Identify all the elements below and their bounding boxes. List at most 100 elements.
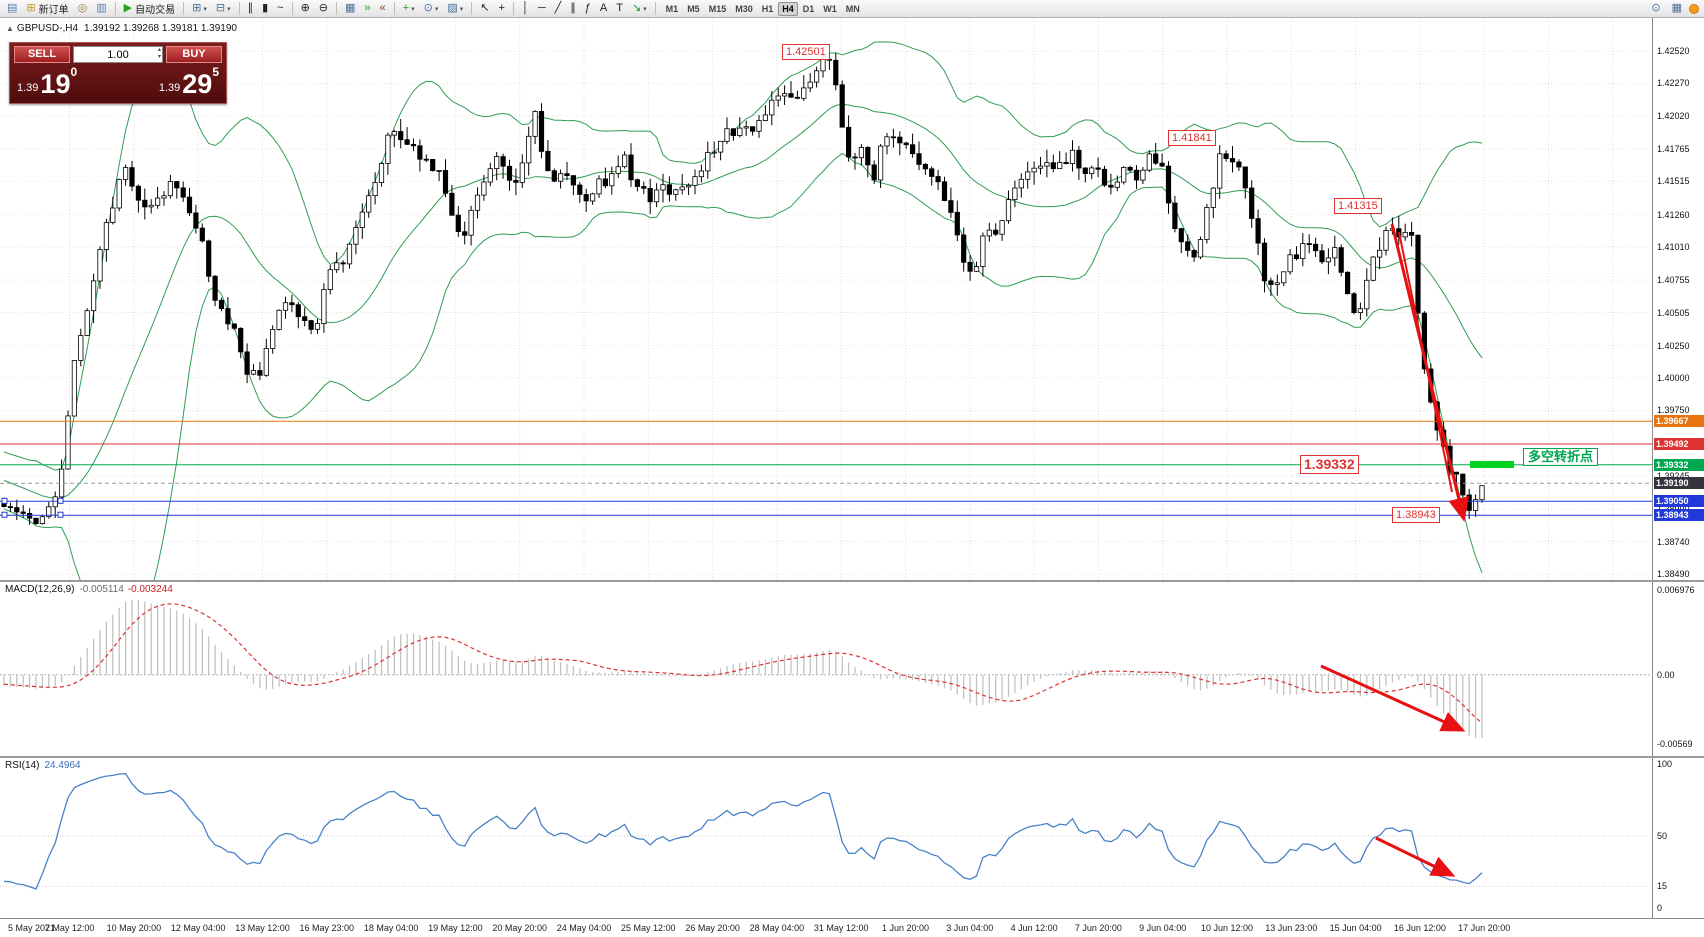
zoom-in-icon-glyph: ⊕ — [300, 2, 310, 14]
autotrading-button-glyph: ▶ — [123, 2, 133, 14]
macd-name: MACD(12,26,9) — [5, 584, 75, 595]
timeframe-H4[interactable]: H4 — [778, 1, 798, 16]
timeframe-MN[interactable]: MN — [845, 3, 860, 14]
cursor-icon[interactable]: ↖ — [476, 1, 493, 17]
zoom-in-icon[interactable]: ⊕ — [297, 1, 314, 17]
timeframe-M5[interactable]: M5 — [687, 3, 700, 14]
indicators-icon[interactable]: + ▾ — [399, 1, 419, 17]
symbol-header: ▲ GBPUSD-,H4 1.39192 1.39268 1.39181 1.391… — [6, 23, 237, 34]
downtrend-arrow — [1390, 223, 1469, 522]
time-label: 25 May 12:00 — [621, 923, 676, 933]
rsi-level-lines — [0, 835, 1652, 887]
price-tag-1.39190: 1.39190 — [1654, 477, 1704, 490]
crosshair-icon[interactable]: + — [495, 1, 509, 17]
charts-cascade-icon-glyph: ▥ — [96, 2, 107, 14]
dropdown-caret-icon: ▾ — [227, 5, 231, 13]
chart-grid — [0, 18, 1652, 580]
templates-icon[interactable]: ▨ ▾ — [443, 1, 467, 17]
spinner-up-icon[interactable]: ▴ — [157, 47, 161, 53]
text-label-icon[interactable]: T — [612, 1, 627, 17]
time-label: 28 May 04:00 — [749, 923, 805, 933]
text-tool-icon-glyph: A — [599, 2, 608, 14]
panel-splitter[interactable] — [0, 580, 1704, 582]
periods-icon-glyph: ⊙ — [423, 2, 433, 14]
price-label-peak[interactable]: 1.42501 — [782, 44, 830, 60]
bar-chart-icon-glyph: ∥ — [247, 2, 254, 14]
new-chart-icon-glyph: ⊞ — [192, 2, 202, 14]
timeframe-H1[interactable]: H1 — [761, 3, 774, 14]
candlestick-chart-icon-glyph: ▮ — [262, 2, 269, 14]
support-zone-bar[interactable] — [1470, 461, 1514, 468]
turning-point-label[interactable]: 多空转折点 — [1523, 448, 1599, 466]
trendline-icon-glyph: ╱ — [554, 2, 562, 14]
time-axis[interactable]: 5 May 2021 7 May 12:00 10 May 20:00 12 May … — [0, 918, 1704, 937]
auto-scroll-icon[interactable]: » — [360, 1, 374, 17]
timeframe-M15[interactable]: M15 — [708, 3, 727, 14]
time-label: 16 May 23:00 — [299, 923, 355, 933]
sell-price-sup: 0 — [70, 65, 78, 79]
chart-shift-icon[interactable]: « — [376, 1, 390, 17]
spinner-down-icon[interactable]: ▾ — [157, 54, 161, 60]
macd-panel[interactable]: MACD(12,26,9) -0.005114 -0.003244 0.006976… — [0, 582, 1704, 756]
bollinger-upper-line — [3, 41, 1483, 471]
rsi-trend-arrow[interactable] — [1375, 836, 1456, 877]
timeframe-W1[interactable]: W1 — [823, 3, 837, 14]
zoom-tool-icon[interactable]: ⊙ — [1647, 1, 1664, 17]
charts-cascade-icon[interactable]: ▥ — [92, 1, 110, 17]
dropdown-caret-icon: ▾ — [411, 5, 415, 13]
panel-splitter[interactable] — [0, 756, 1704, 758]
new-order-button[interactable]: ⊞ 新订单 — [22, 1, 72, 17]
volume-spinner[interactable]: ▴ ▾ — [158, 47, 161, 61]
collapse-chart-icon[interactable]: ▲ — [6, 24, 14, 33]
text-tool-icon[interactable]: A — [596, 1, 611, 17]
timeframe-D1[interactable]: D1 — [802, 3, 815, 14]
buy-button[interactable]: BUY — [166, 46, 222, 63]
new-chart-icon[interactable]: ⊞ ▾ — [188, 1, 211, 17]
indicators-icon-glyph: + — [402, 2, 410, 14]
volume-input[interactable]: 1.00 ▴ ▾ — [73, 46, 163, 63]
price-label-swing3[interactable]: 1.41315 — [1334, 198, 1382, 214]
sell-button[interactable]: SELL — [14, 46, 70, 63]
vertical-line-icon[interactable]: │ — [518, 1, 533, 17]
time-label: 13 Jun 23:00 — [1265, 923, 1318, 933]
chart-shift-icon-glyph: « — [379, 2, 386, 14]
fibonacci-icon[interactable]: ƒ — [581, 1, 595, 17]
horizontal-line-icon[interactable]: ─ — [534, 1, 550, 17]
price-tick: 1.40000 — [1657, 373, 1690, 384]
rsi-line — [3, 772, 1483, 890]
timeframe-M30[interactable]: M30 — [735, 3, 753, 14]
tile-windows-icon[interactable]: ▦ — [341, 1, 359, 17]
notification-badge[interactable] — [1689, 3, 1699, 14]
low-price-label[interactable]: 1.38943 — [1392, 507, 1440, 523]
time-label: 24 May 04:00 — [556, 923, 612, 933]
bar-chart-icon[interactable]: ∥ — [244, 1, 258, 17]
time-label: 3 Jun 04:00 — [946, 923, 994, 933]
compass-icon[interactable]: ◎ — [74, 1, 92, 17]
window-layout-icon[interactable]: ▦ — [1668, 1, 1686, 17]
chart-window-icon[interactable]: ▤ — [3, 1, 21, 17]
price-tick: 1.41260 — [1657, 209, 1690, 220]
level-lines[interactable] — [0, 420, 1652, 518]
profiles-icon[interactable]: ⊟ ▾ — [212, 1, 235, 17]
arrows-tool-icon[interactable]: ↘ ▾ — [628, 1, 651, 17]
price-tick: 1.42020 — [1657, 110, 1690, 121]
autotrading-button[interactable]: ▶ 自动交易 — [120, 1, 179, 17]
candlestick-chart-icon[interactable]: ▮ — [258, 1, 272, 17]
vertical-line-icon-glyph: │ — [521, 2, 529, 14]
time-label: 12 May 04:00 — [170, 923, 226, 933]
trend-arrows[interactable] — [1390, 223, 1469, 522]
rsi-panel[interactable]: RSI(14) 24.4964 100 50 15 0 — [0, 758, 1704, 918]
periods-icon[interactable]: ⊙ ▾ — [420, 1, 443, 17]
line-chart-icon[interactable]: ~ — [273, 1, 287, 17]
equidistant-channel-icon[interactable]: ∥ — [566, 1, 580, 17]
timeframe-M1[interactable]: M1 — [665, 3, 679, 14]
trendline-icon[interactable]: ╱ — [551, 1, 566, 17]
zoom-out-icon[interactable]: ⊖ — [315, 1, 332, 17]
price-label-swing2[interactable]: 1.41841 — [1168, 130, 1216, 146]
main-chart-panel[interactable]: ▲ GBPUSD-,H4 1.39192 1.39268 1.39181 1.391… — [0, 18, 1704, 580]
rsi-scale-label: 50 — [1657, 831, 1668, 841]
pivot-price-label[interactable]: 1.39332 — [1300, 455, 1359, 474]
time-label: 17 Jun 20:00 — [1458, 923, 1511, 933]
toolbar-right-group: ⊙ ▦ — [1647, 1, 1701, 17]
macd-trend-arrow[interactable] — [1320, 664, 1466, 732]
